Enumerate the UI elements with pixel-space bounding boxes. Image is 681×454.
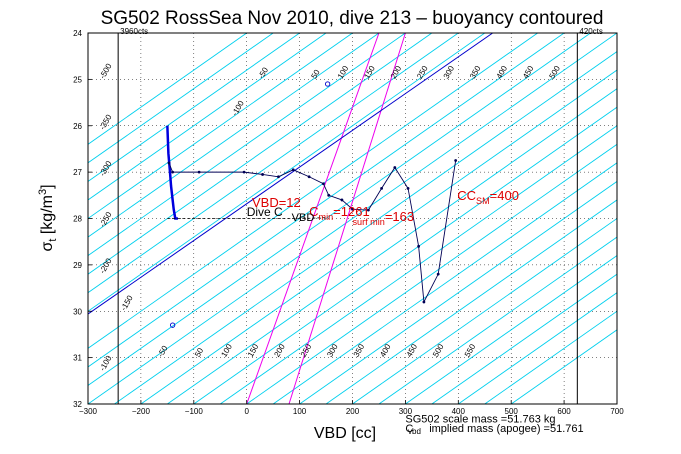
climb-point <box>380 186 383 190</box>
buoyancy-contour <box>167 88 617 404</box>
mass-readout: implied mass (apogee) =51.761 <box>429 423 583 435</box>
buoyancy-contour <box>378 236 617 404</box>
buoyancy-contour <box>299 180 617 404</box>
climb-point <box>291 168 295 172</box>
y-tick-label: 31 <box>73 354 82 363</box>
climb-point <box>171 170 175 174</box>
chart-title: SG502 RossSea Nov 2010, dive 213 – buoya… <box>101 8 604 29</box>
y-axis-label-main: σ <box>39 242 56 252</box>
x-tick-label: 200 <box>346 407 360 416</box>
climb-point <box>406 186 410 190</box>
climb-point <box>436 272 440 276</box>
annotation: Dive C <box>247 205 283 219</box>
climb-point <box>277 175 280 179</box>
climb-point <box>167 161 171 165</box>
x-tick-label: 400 <box>452 407 466 416</box>
x-axis-label: VBD [cc] <box>314 425 376 442</box>
x-tick-label: 500 <box>505 407 519 416</box>
y-tick-label: 24 <box>73 29 82 38</box>
buoyancy-contour <box>88 33 406 257</box>
x-ticks: −300 −200 −100 0 100 200 300 400 500 600 700 <box>79 400 624 416</box>
buoyancy-contour <box>484 310 617 404</box>
buoyancy-contour <box>246 143 617 404</box>
buoyancy-contour <box>140 69 617 404</box>
plot-content: 50045040035030025020015010050-50-100-500… <box>88 33 617 404</box>
x-tick-label: 300 <box>399 407 413 416</box>
y-axis-label-close: ] <box>39 184 56 188</box>
buoyancy-contour <box>458 292 617 404</box>
x-tick-label: −100 <box>185 407 204 416</box>
annotation: VBD <box>292 212 315 224</box>
neutral-buoyancy-line <box>88 33 493 315</box>
buoyancy-contour <box>88 33 353 220</box>
buoyancy-contour <box>114 51 617 404</box>
x-tick-label: −300 <box>79 407 98 416</box>
svg-text:σt [kg/m3]: σt [kg/m3] <box>37 184 59 251</box>
x-tick-label: 600 <box>557 407 571 416</box>
buoyancy-contour <box>88 33 380 238</box>
climb-point <box>454 159 458 162</box>
y-tick-label: 29 <box>73 261 82 270</box>
buoyancy-contour <box>193 106 617 404</box>
climb-trace <box>168 160 457 304</box>
buoyancy-contour <box>88 33 617 404</box>
climb-point <box>351 207 354 211</box>
y-tick-label: 25 <box>73 75 82 84</box>
dive-trace <box>166 125 178 220</box>
x-tick-label: 0 <box>244 407 249 416</box>
buoyancy-contour <box>431 273 617 404</box>
climb-point <box>366 208 370 212</box>
buoyancy-contour <box>88 33 274 164</box>
buoyancy-contour <box>272 162 617 404</box>
climb-point <box>242 170 246 174</box>
vbd-limit-label: 3960cts <box>120 27 148 36</box>
climb-point <box>197 170 201 174</box>
climb-point <box>422 300 426 304</box>
mass-readout: SG502 scale mass =51.763 kg <box>405 414 555 426</box>
y-axis-label: σt [kg/m3] <box>37 184 59 251</box>
neutral-marker <box>324 81 331 87</box>
climb-point <box>393 166 397 169</box>
climb-point <box>307 175 311 179</box>
neutral-marker <box>169 322 176 328</box>
y-tick-label: 27 <box>73 168 82 177</box>
y-tick-label: 30 <box>73 307 82 316</box>
apogee-trace <box>167 217 327 219</box>
mass-readout: vbd <box>408 427 421 436</box>
annotation: CCSM=400 <box>457 188 519 206</box>
climb-point <box>417 244 421 248</box>
y-tick-label: 32 <box>73 400 82 409</box>
climb-point <box>322 182 325 186</box>
annotation: surf min=163 <box>353 209 415 227</box>
buoyancy-contour <box>405 255 617 404</box>
x-tick-label: 700 <box>610 407 624 416</box>
mass-readout: C <box>405 423 413 435</box>
y-axis-label-sup: 3 <box>37 189 49 195</box>
magenta-contour <box>288 33 406 404</box>
y-axis-label-sub: t <box>47 239 59 242</box>
x-tick-label: −200 <box>132 407 151 416</box>
y-tick-label: 26 <box>73 122 82 131</box>
buoyancy-contour <box>88 33 327 201</box>
buoyancy-contour <box>352 217 617 404</box>
buoyancy-contour <box>325 199 617 404</box>
climb-point <box>327 193 331 197</box>
y-axis-label-units: [kg/m <box>39 195 56 239</box>
y-tick-label: 28 <box>73 215 82 224</box>
annotation: VBD=12 <box>252 195 301 210</box>
buoyancy-contour <box>510 329 617 404</box>
climb-point <box>261 173 264 176</box>
climb-point <box>340 198 344 202</box>
buoyancy-contour <box>88 33 247 145</box>
buoyancy-contour <box>88 33 300 182</box>
x-tick-label: 100 <box>293 407 307 416</box>
vbd-limit-label: 420cts <box>579 27 603 36</box>
annotation: Cmin=1261 <box>309 204 370 222</box>
y-ticks: 24 25 26 27 28 29 30 31 32 <box>73 29 92 409</box>
buoyancy-contour <box>88 33 591 386</box>
